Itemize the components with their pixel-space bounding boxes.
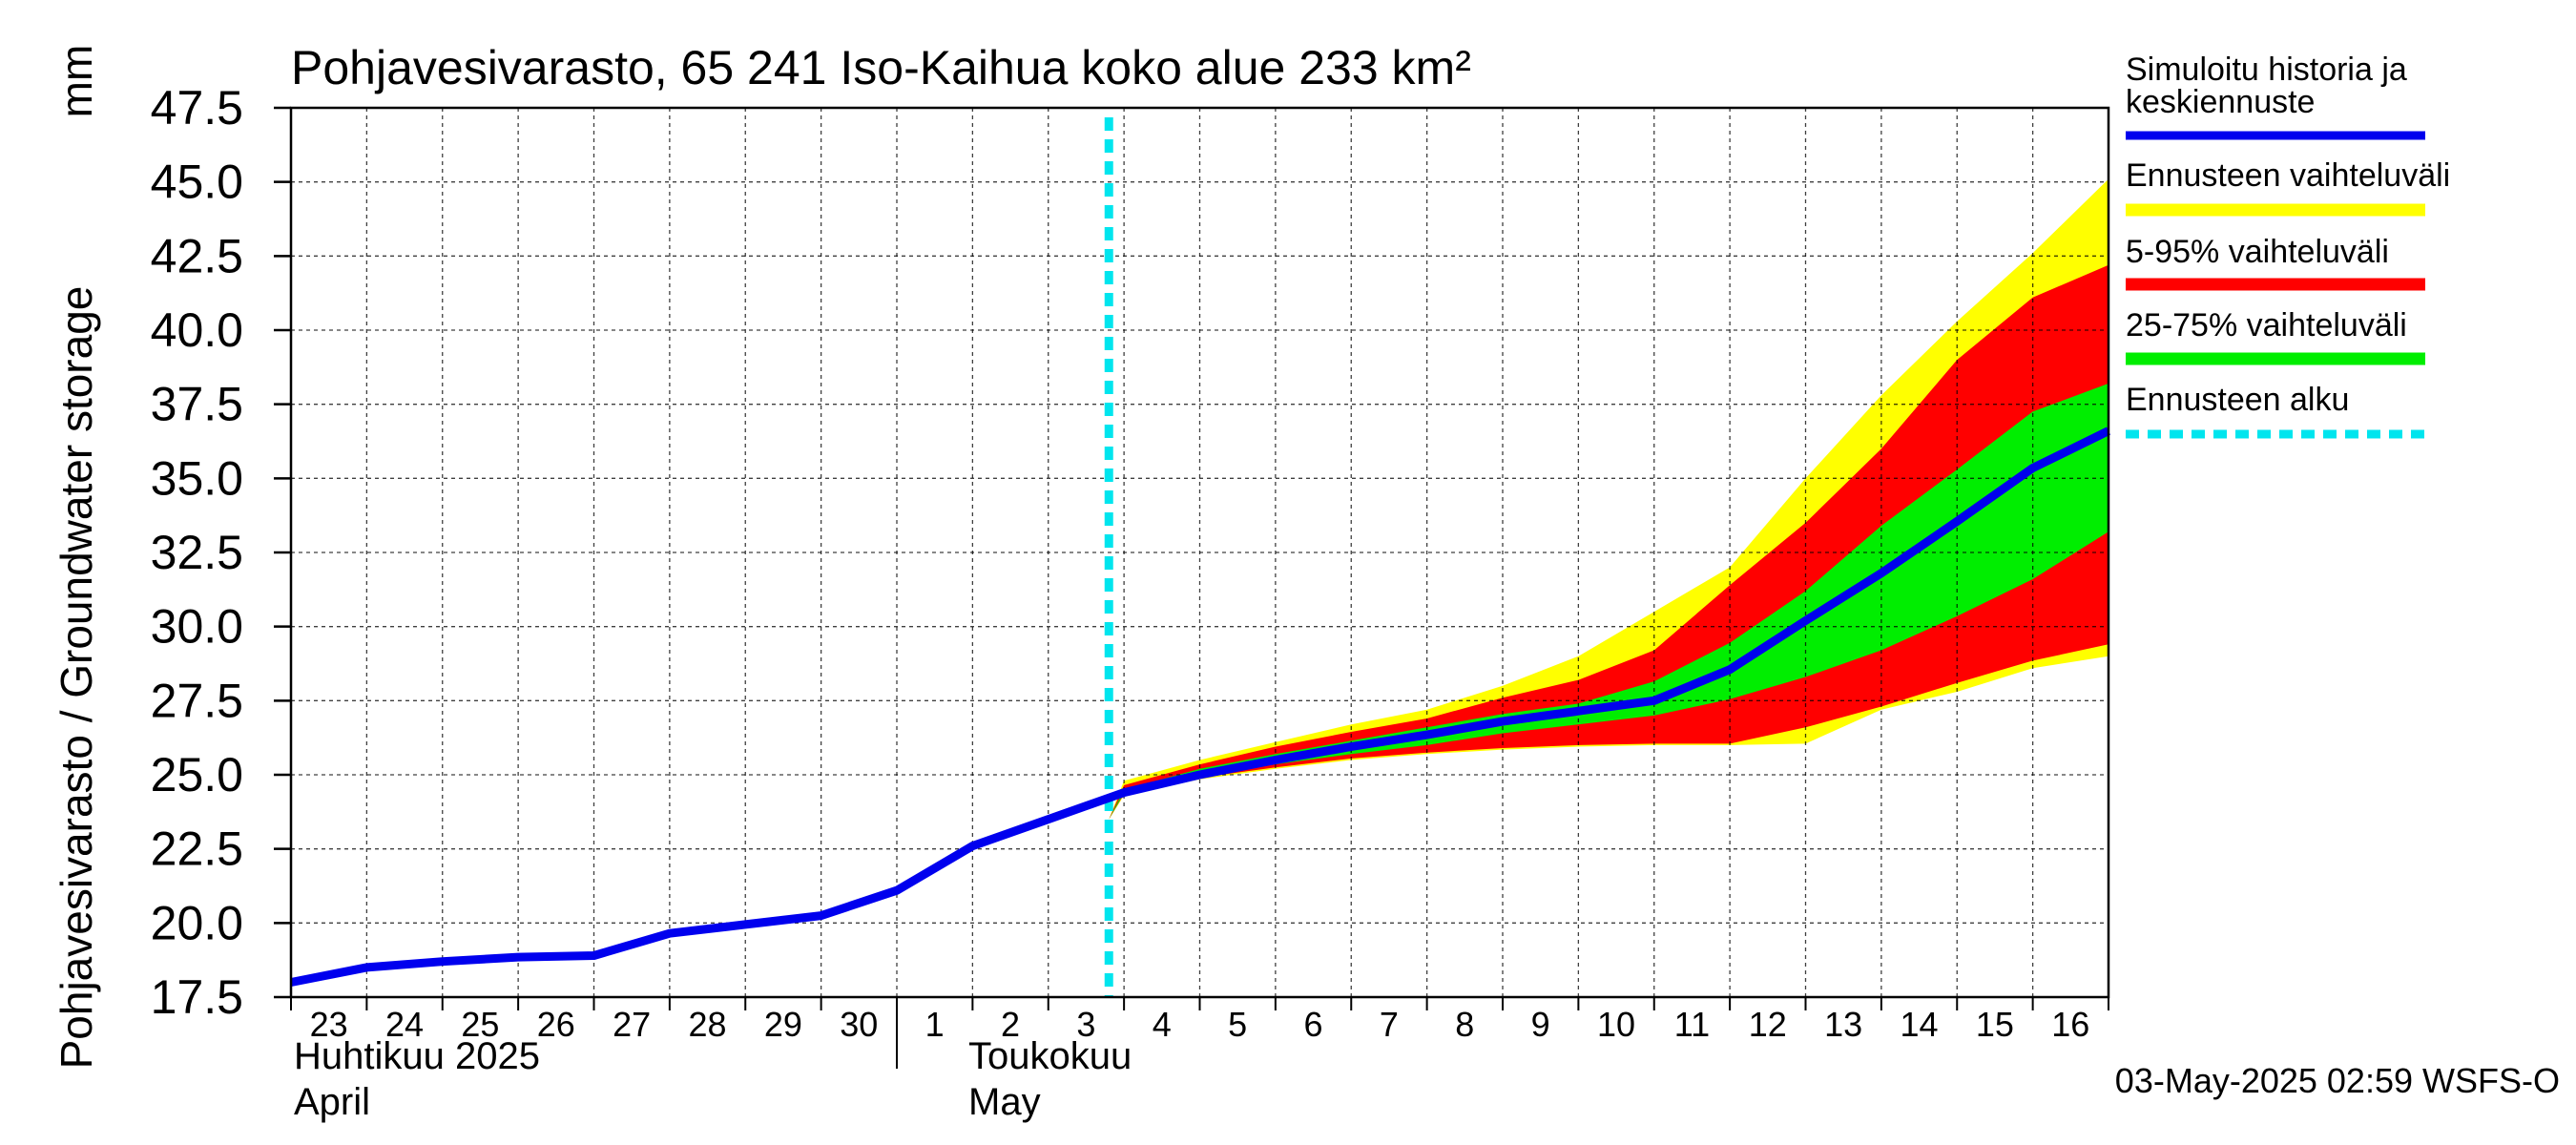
x-day-label: 14 xyxy=(1901,1005,1939,1044)
y-tick-label: 35.0 xyxy=(151,451,243,505)
x-day-label: 4 xyxy=(1153,1005,1172,1044)
y-tick-label: 37.5 xyxy=(151,378,243,431)
x-day-label: 5 xyxy=(1228,1005,1247,1044)
legend-label-range: Ennusteen vaihteluväli xyxy=(2126,157,2450,194)
y-tick-label: 45.0 xyxy=(151,156,243,209)
x-day-label: 24 xyxy=(385,1005,424,1044)
month-label-en: April xyxy=(294,1081,370,1123)
legend-label-p25-75: 25-75% vaihteluväli xyxy=(2126,307,2407,344)
x-day-label: 6 xyxy=(1304,1005,1323,1044)
y-tick-label: 42.5 xyxy=(151,229,243,282)
x-day-label: 12 xyxy=(1749,1005,1787,1044)
y-tick-label: 30.0 xyxy=(151,600,243,654)
y-tick-label: 47.5 xyxy=(151,81,243,135)
x-day-label: 10 xyxy=(1597,1005,1635,1044)
x-day-label: 16 xyxy=(2051,1005,2089,1044)
x-day-label: 27 xyxy=(613,1005,651,1044)
x-day-label: 9 xyxy=(1531,1005,1550,1044)
y-axis-unit: mm xyxy=(52,45,101,118)
x-day-label: 23 xyxy=(310,1005,348,1044)
history-mean-line xyxy=(290,427,2110,987)
axes: 17.5 20.0 22.5 25.0 27.5 30.0 32.5 35.0 37.5 40.0… xyxy=(151,81,2110,1123)
y-tick-label: 20.0 xyxy=(151,896,243,949)
x-day-label: 30 xyxy=(840,1005,878,1044)
legend-label-history: Simuloitu historia ja xyxy=(2126,52,2407,88)
x-day-label: 8 xyxy=(1455,1005,1474,1044)
footer-timestamp: 03-May-2025 02:59 WSFS-O xyxy=(2115,1061,2560,1100)
p5-95-band xyxy=(1109,264,2109,820)
legend-label-p5-95: 5-95% vaihteluväli xyxy=(2126,234,2389,270)
y-axis-label: Pohjavesivarasto / Groundwater storage xyxy=(52,286,101,1070)
x-day-label: 1 xyxy=(925,1005,945,1044)
p25-75-band xyxy=(1109,383,2109,820)
x-day-label: 2 xyxy=(1001,1005,1020,1044)
forecast-bands xyxy=(1109,178,2109,820)
x-day-label: 28 xyxy=(689,1005,727,1044)
month-label-fi: Huhtikuu 2025 xyxy=(294,1035,540,1077)
month-label-en: May xyxy=(968,1081,1041,1123)
y-tick-label: 25.0 xyxy=(151,748,243,802)
month-label-fi: Toukokuu xyxy=(968,1035,1132,1077)
y-tick-label: 40.0 xyxy=(151,303,243,357)
y-tick-label: 27.5 xyxy=(151,674,243,727)
legend-label-history: keskiennuste xyxy=(2126,84,2315,120)
x-day-label: 25 xyxy=(461,1005,499,1044)
y-tick-label: 32.5 xyxy=(151,526,243,579)
x-day-label: 15 xyxy=(1976,1005,2014,1044)
legend-label-forecast-start: Ennusteen alku xyxy=(2126,382,2349,418)
x-day-label: 26 xyxy=(537,1005,575,1044)
x-day-label: 7 xyxy=(1380,1005,1399,1044)
grid-lines xyxy=(291,108,2109,997)
series-lines xyxy=(290,117,2110,997)
y-tick-label: 17.5 xyxy=(151,970,243,1024)
x-day-label: 3 xyxy=(1076,1005,1095,1044)
x-day-label: 13 xyxy=(1824,1005,1862,1044)
x-day-label: 11 xyxy=(1674,1005,1710,1044)
x-day-label: 29 xyxy=(764,1005,802,1044)
chart-title: Pohjavesivarasto, 65 241 Iso-Kaihua koko… xyxy=(291,41,1471,94)
y-tick-label: 22.5 xyxy=(151,822,243,876)
